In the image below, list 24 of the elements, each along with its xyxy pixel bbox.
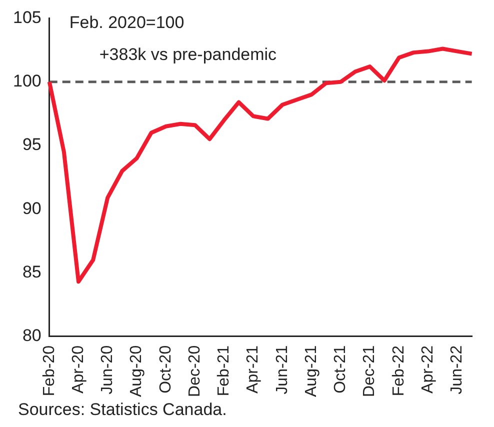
- x-tick-label: Oct-20: [157, 345, 174, 394]
- x-tick-label: Aug-21: [302, 345, 320, 397]
- x-tick-label: Feb-22: [390, 345, 408, 396]
- y-tick-label: 85: [22, 262, 42, 282]
- x-tick-label: Dec-20: [186, 345, 204, 397]
- y-tick-label: 90: [22, 198, 42, 218]
- x-tick-label: Oct-21: [332, 345, 350, 394]
- x-tick-label: Apr-20: [70, 345, 87, 394]
- x-tick-label: Feb-21: [216, 345, 233, 396]
- x-tick-label: Dec-21: [361, 345, 378, 397]
- y-tick-label: 100: [12, 72, 42, 91]
- source-note: Sources: Statistics Canada.: [18, 400, 227, 420]
- x-tick-label: Jun-20: [99, 345, 116, 394]
- x-tick-label: Apr-22: [420, 345, 437, 394]
- x-tick-label: Jun-21: [274, 345, 291, 394]
- annotation: Feb. 2020=100: [69, 12, 184, 32]
- y-tick-label: 105: [12, 8, 42, 27]
- x-tick-label: Feb-20: [40, 345, 58, 396]
- y-tick-label: 95: [22, 135, 42, 154]
- annotation: +383k vs pre-pandemic: [99, 44, 278, 64]
- x-tick-label: Aug-20: [128, 345, 146, 397]
- x-tick-label: Jun-22: [448, 345, 466, 394]
- x-tick-label: Apr-21: [244, 345, 262, 394]
- y-tick-label: 80: [22, 326, 42, 346]
